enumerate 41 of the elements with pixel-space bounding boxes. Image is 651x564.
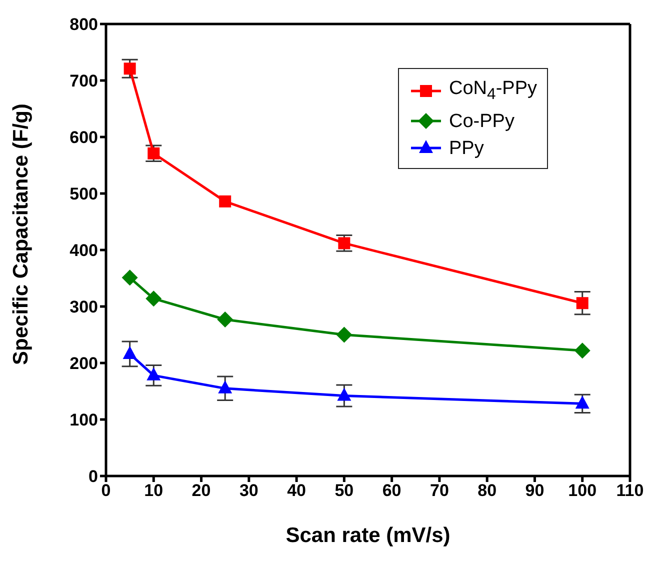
x-tick-label: 80 bbox=[478, 481, 497, 500]
x-tick-label: 110 bbox=[616, 481, 644, 500]
x-tick-label: 100 bbox=[568, 481, 597, 500]
point bbox=[338, 237, 350, 250]
point bbox=[122, 346, 137, 359]
point bbox=[217, 311, 234, 328]
y-tick-label: 100 bbox=[70, 410, 98, 430]
point bbox=[219, 195, 232, 208]
point bbox=[148, 147, 160, 160]
point bbox=[576, 297, 588, 310]
point bbox=[146, 290, 162, 307]
legend-label: PPy bbox=[448, 136, 484, 161]
point bbox=[146, 367, 161, 380]
point bbox=[575, 396, 590, 409]
x-tick-label: 40 bbox=[287, 481, 306, 500]
point bbox=[337, 388, 352, 401]
y-tick-label: 400 bbox=[70, 241, 98, 260]
point bbox=[122, 270, 138, 286]
x-tick-label: 30 bbox=[239, 481, 258, 500]
legend-label: Co-PPy bbox=[448, 110, 514, 134]
y-tick-label: 300 bbox=[70, 298, 98, 317]
x-axis-title: Scan rate (mV/s) bbox=[286, 524, 450, 547]
point bbox=[124, 62, 136, 75]
y-tick-label: 200 bbox=[70, 354, 98, 374]
y-tick-label: 700 bbox=[70, 72, 98, 91]
x-tick-label: 0 bbox=[101, 481, 111, 500]
x-tick-label: 70 bbox=[430, 481, 449, 500]
point bbox=[218, 380, 232, 394]
y-axis-title: Specific Capacitance (F/g) bbox=[9, 104, 32, 365]
x-tick-label: 20 bbox=[192, 481, 211, 500]
point bbox=[336, 326, 352, 343]
x-tick-label: 10 bbox=[144, 481, 164, 500]
x-tick-label: 60 bbox=[382, 481, 402, 500]
legend-label: CoN$_{4}$-PPy bbox=[448, 77, 537, 105]
y-tick-label: 500 bbox=[70, 184, 98, 204]
x-tick-label: 90 bbox=[525, 481, 544, 500]
y-tick-label: 0 bbox=[88, 467, 98, 486]
point bbox=[574, 342, 590, 359]
x-tick-label: 50 bbox=[334, 481, 354, 500]
y-tick-label: 600 bbox=[70, 128, 98, 148]
y-tick-label: 800 bbox=[70, 15, 98, 34]
